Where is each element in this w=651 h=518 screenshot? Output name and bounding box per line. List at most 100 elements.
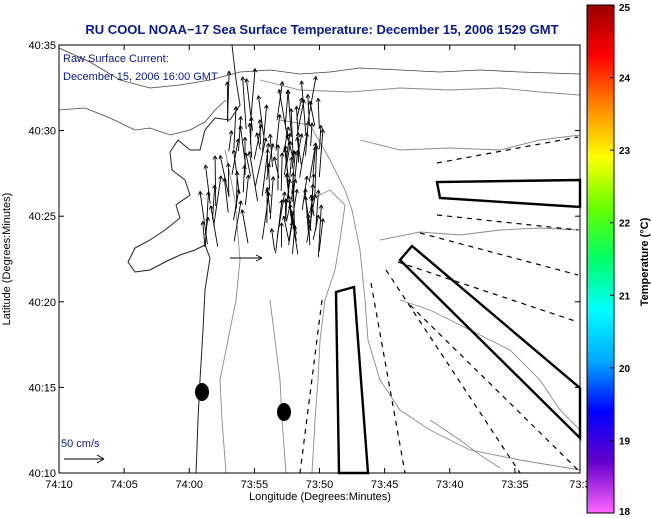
current-vector-head	[226, 163, 229, 168]
current-vector-head	[317, 97, 321, 102]
current-vector-head	[247, 151, 250, 156]
current-vector	[262, 104, 268, 153]
current-vector-head	[290, 141, 293, 146]
current-vector-head	[268, 143, 271, 148]
current-vector-head	[265, 137, 268, 142]
map-title: RU COOL NOAA−17 Sea Surface Temperature:…	[85, 22, 558, 37]
current-vector-head	[291, 210, 295, 215]
current-vector-head	[238, 200, 242, 205]
map-background	[59, 45, 580, 473]
current-vector-head	[228, 70, 232, 75]
y-tick-label: 40:30	[28, 126, 56, 138]
current-vector-head	[199, 191, 203, 195]
current-vector	[309, 101, 316, 126]
x-tick-label: 73:35	[501, 479, 529, 491]
current-vector	[204, 217, 209, 236]
current-vector-head	[308, 101, 311, 106]
current-vector	[248, 151, 259, 202]
current-vector-head	[244, 78, 247, 83]
current-vector-head	[246, 78, 250, 83]
current-vector-head	[295, 132, 299, 137]
current-vector	[283, 133, 291, 175]
current-vector	[284, 89, 289, 126]
current-vector-head	[322, 218, 325, 223]
current-vector-head	[272, 156, 275, 161]
current-vector-head	[303, 99, 306, 104]
current-vector-head	[295, 149, 299, 154]
current-vector	[199, 191, 208, 245]
current-vector-head	[287, 179, 291, 183]
current-vector	[301, 176, 308, 211]
colorbar-tick-label: 23	[619, 146, 631, 157]
current-vector-head	[242, 136, 246, 141]
current-vector-head	[212, 184, 216, 189]
current-vector-head	[214, 155, 218, 160]
current-vector-head	[307, 121, 311, 126]
current-vector-head	[281, 152, 285, 157]
x-tick-label: 73:3	[569, 479, 590, 491]
current-vector-head	[266, 189, 270, 194]
current-vector	[276, 191, 286, 238]
current-vector-head	[231, 149, 234, 154]
current-vector	[254, 137, 267, 187]
current-vector-head	[295, 137, 298, 142]
current-vector	[314, 145, 318, 195]
current-vector-head	[310, 194, 314, 199]
current-vector	[213, 175, 222, 227]
current-vector-head	[316, 145, 319, 150]
x-tick-label: 73:40	[436, 479, 464, 491]
current-vector-head	[265, 142, 269, 147]
current-vector-head	[207, 217, 210, 222]
current-vector	[308, 142, 317, 183]
colorbar-ticks: 25 24 23 22 21 20 19 18	[610, 3, 631, 518]
current-vector-head	[248, 174, 251, 179]
current-vector	[318, 218, 324, 252]
station-marker	[195, 383, 209, 401]
y-tick-label: 40:15	[28, 382, 56, 394]
colorbar-tick-label: 20	[619, 364, 631, 375]
depth-contour-7	[379, 227, 580, 241]
current-vector-head	[277, 89, 280, 94]
current-vector-head	[282, 215, 285, 221]
current-vector-head	[228, 130, 232, 135]
current-vector-head	[289, 179, 292, 184]
current-vector	[202, 221, 206, 247]
current-vector	[273, 156, 280, 178]
scale-label: 50 cm/s	[61, 438, 100, 450]
current-vector	[292, 225, 296, 254]
current-vector	[266, 143, 274, 181]
current-vector-head	[212, 155, 216, 160]
current-vector	[271, 228, 276, 251]
current-vector	[290, 108, 294, 163]
current-vector-head	[314, 145, 318, 150]
y-tick-label: 40:10	[28, 468, 56, 480]
current-vector-head	[269, 133, 273, 138]
y-tick-label: 40:20	[28, 297, 56, 309]
current-vector-head	[266, 187, 270, 191]
current-vector-head	[315, 97, 319, 102]
surface-current-vectors	[198, 68, 325, 262]
current-vector-head	[222, 177, 225, 182]
current-vector-head	[220, 175, 223, 180]
current-vector-head	[281, 222, 284, 227]
current-vector	[286, 179, 297, 222]
current-vector-head	[304, 132, 308, 137]
current-vector-head	[284, 198, 288, 203]
current-vector-head	[287, 90, 291, 94]
station-marker	[277, 403, 291, 421]
current-vector	[307, 94, 310, 126]
current-vector	[227, 163, 230, 197]
current-vector-head	[297, 132, 301, 137]
current-vector	[257, 95, 264, 136]
current-vector	[233, 106, 237, 150]
y-axis-label: Latitude (Degrees:Minutes)	[1, 193, 13, 326]
current-vector	[278, 89, 289, 140]
current-vector-head	[258, 95, 262, 100]
current-vector-head	[318, 189, 321, 194]
current-vector-head	[298, 97, 303, 102]
current-vector	[284, 148, 289, 178]
current-vector-head	[233, 106, 237, 111]
current-vector	[214, 155, 217, 207]
current-vector-head	[293, 150, 297, 155]
current-vector	[296, 97, 303, 120]
